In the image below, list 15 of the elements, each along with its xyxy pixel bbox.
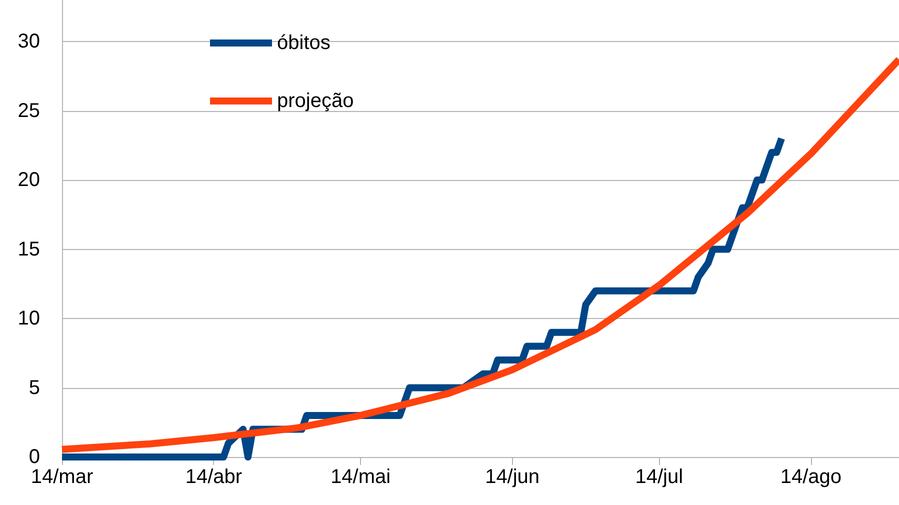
legend-label: projeção (277, 90, 354, 112)
x-tick-label: 14/mai (330, 466, 391, 488)
y-tick-label: 20 (18, 169, 40, 192)
y-tick-label: 5 (28, 376, 40, 399)
y-tick-label: 15 (18, 238, 40, 260)
y-tick-label: 0 (28, 446, 40, 468)
y-tick-label: 25 (18, 100, 40, 122)
x-tick-label: 14/ago (780, 466, 842, 488)
x-tick-label: 14/jul (635, 466, 684, 488)
y-tick-label: 30 (18, 30, 40, 53)
x-tick-label: 14/jun (485, 466, 540, 488)
y-tick-label: 10 (18, 308, 40, 330)
x-tick-label: 14/abr (185, 466, 242, 488)
x-tick-label: 14/mar (30, 466, 94, 488)
legend-label: óbitos (277, 32, 330, 54)
